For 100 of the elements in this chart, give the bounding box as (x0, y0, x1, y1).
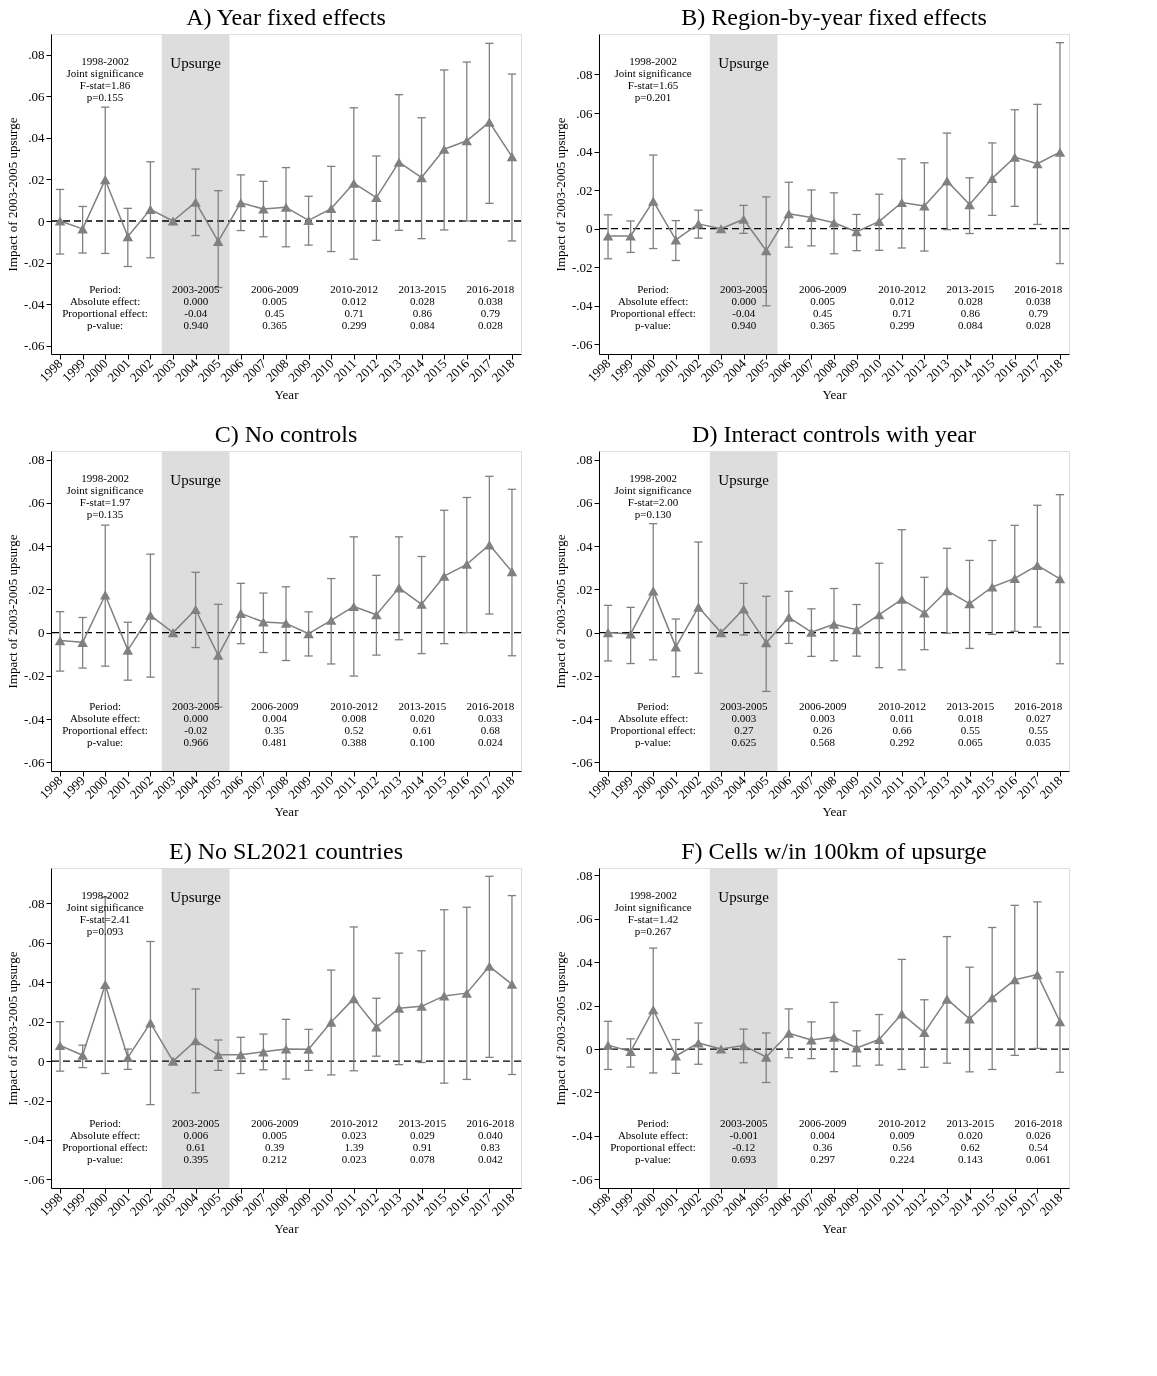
point (783, 612, 795, 622)
annotation: Period: Absolute effect: Proportional effect: p-value: (62, 699, 148, 748)
x-axis-title: Year (274, 386, 300, 402)
y-tick-label: -.02 (571, 1084, 593, 1100)
x-axis-title: Year (822, 1220, 848, 1236)
y-tick-label: 0 (586, 221, 593, 237)
point (670, 642, 682, 652)
y-tick-label: .04 (576, 144, 593, 160)
point (1009, 152, 1021, 162)
annotation: 2010-2012 0.023 1.39 0.023 (330, 1116, 378, 1165)
y-tick-label: .08 (28, 895, 45, 911)
point (484, 540, 495, 550)
annotation: 2010-2012 0.012 0.71 0.299 (878, 282, 926, 331)
point (1032, 159, 1043, 169)
y-axis-title: Impact of 2003-2005 upsurge (4, 951, 20, 1106)
point (715, 224, 727, 234)
point (438, 991, 450, 1001)
point (986, 582, 998, 592)
point (122, 232, 134, 242)
y-tick-label: .02 (28, 581, 45, 597)
annotation: 2013-2015 0.020 0.62 0.143 (946, 1116, 995, 1165)
point (806, 627, 817, 637)
point (416, 1001, 427, 1011)
point (873, 610, 885, 620)
annotation: 2016-2018 0.026 0.54 0.061 (1014, 1116, 1063, 1165)
point (145, 610, 156, 620)
point (54, 1041, 66, 1051)
point (670, 1051, 682, 1061)
point (461, 988, 473, 998)
point (122, 1053, 134, 1063)
point (851, 227, 862, 237)
annotation: 2010-2012 0.012 0.71 0.299 (330, 282, 378, 331)
annotation: 2013-2015 0.028 0.86 0.084 (398, 282, 447, 331)
y-tick-label: -.02 (23, 255, 45, 271)
y-tick-label: .08 (28, 452, 45, 468)
point (873, 1034, 885, 1045)
y-tick-label: -.04 (571, 711, 593, 727)
point (1009, 573, 1021, 583)
point (941, 586, 953, 596)
y-tick-label: .06 (28, 495, 45, 511)
annotation: 2003-2005 -0.001 -0.12 0.693 (719, 1116, 769, 1165)
point (461, 559, 473, 569)
point (235, 608, 247, 618)
point (258, 617, 269, 627)
annotation: Period: Absolute effect: Proportional effect: p-value: (610, 282, 696, 331)
point (280, 202, 292, 212)
point (54, 216, 66, 226)
y-tick-label: .06 (28, 935, 45, 951)
y-tick-label: .06 (28, 88, 45, 104)
x-axis-title: Year (822, 803, 848, 819)
point (325, 1017, 337, 1027)
point (145, 1018, 156, 1028)
point (806, 1035, 817, 1045)
y-tick-label: .04 (28, 538, 45, 554)
point (212, 1050, 224, 1060)
point (941, 176, 953, 186)
point (303, 1044, 314, 1054)
point (235, 1050, 247, 1060)
point (873, 216, 885, 226)
y-tick-label: .02 (28, 171, 45, 187)
point (647, 196, 659, 206)
point (506, 152, 518, 162)
annotation: 2016-2018 0.038 0.79 0.028 (1014, 282, 1063, 331)
point (625, 231, 636, 241)
point (828, 218, 840, 228)
y-tick-label: -.02 (23, 1093, 45, 1109)
annotation: 2006-2009 0.004 0.36 0.297 (798, 1116, 848, 1165)
y-tick-label: -.04 (571, 298, 593, 314)
band-label: Upsurge (170, 889, 222, 906)
annotation: 1998-2002 Joint significance F-stat=2.00 p=0.130 (614, 472, 692, 521)
y-axis-title: Impact of 2003-2005 upsurge (4, 534, 20, 689)
annotation: 2003-2005 0.000 -0.04 0.940 (719, 282, 769, 331)
annotation: 2006-2009 0.004 0.35 0.481 (250, 699, 300, 748)
y-axis-title: Impact of 2003-2005 upsurge (4, 117, 20, 272)
point (280, 618, 292, 628)
point (484, 961, 495, 971)
y-tick-label: .04 (28, 974, 45, 990)
point (212, 236, 224, 246)
point (693, 1038, 704, 1048)
point (461, 136, 473, 146)
point (212, 650, 224, 660)
y-tick-label: -.02 (571, 668, 593, 684)
point (371, 610, 382, 620)
point (438, 144, 450, 154)
annotation: 2003-2005 0.003 0.27 0.625 (719, 699, 769, 748)
y-tick-label: -.04 (23, 296, 45, 312)
chart-title: A) Year fixed effects (186, 4, 386, 30)
point (1054, 147, 1066, 157)
y-tick-label: -.06 (23, 338, 45, 354)
y-tick-label: .04 (28, 130, 45, 146)
y-tick-label: .04 (576, 954, 593, 970)
annotation: 2010-2012 0.011 0.66 0.292 (878, 699, 926, 748)
chart-title: F) Cells w/in 100km of upsurge (681, 838, 987, 864)
point (484, 117, 495, 127)
point (715, 1044, 727, 1054)
point (506, 567, 518, 577)
point (438, 571, 450, 581)
point (167, 628, 179, 638)
point (670, 235, 682, 245)
point (167, 1056, 179, 1066)
